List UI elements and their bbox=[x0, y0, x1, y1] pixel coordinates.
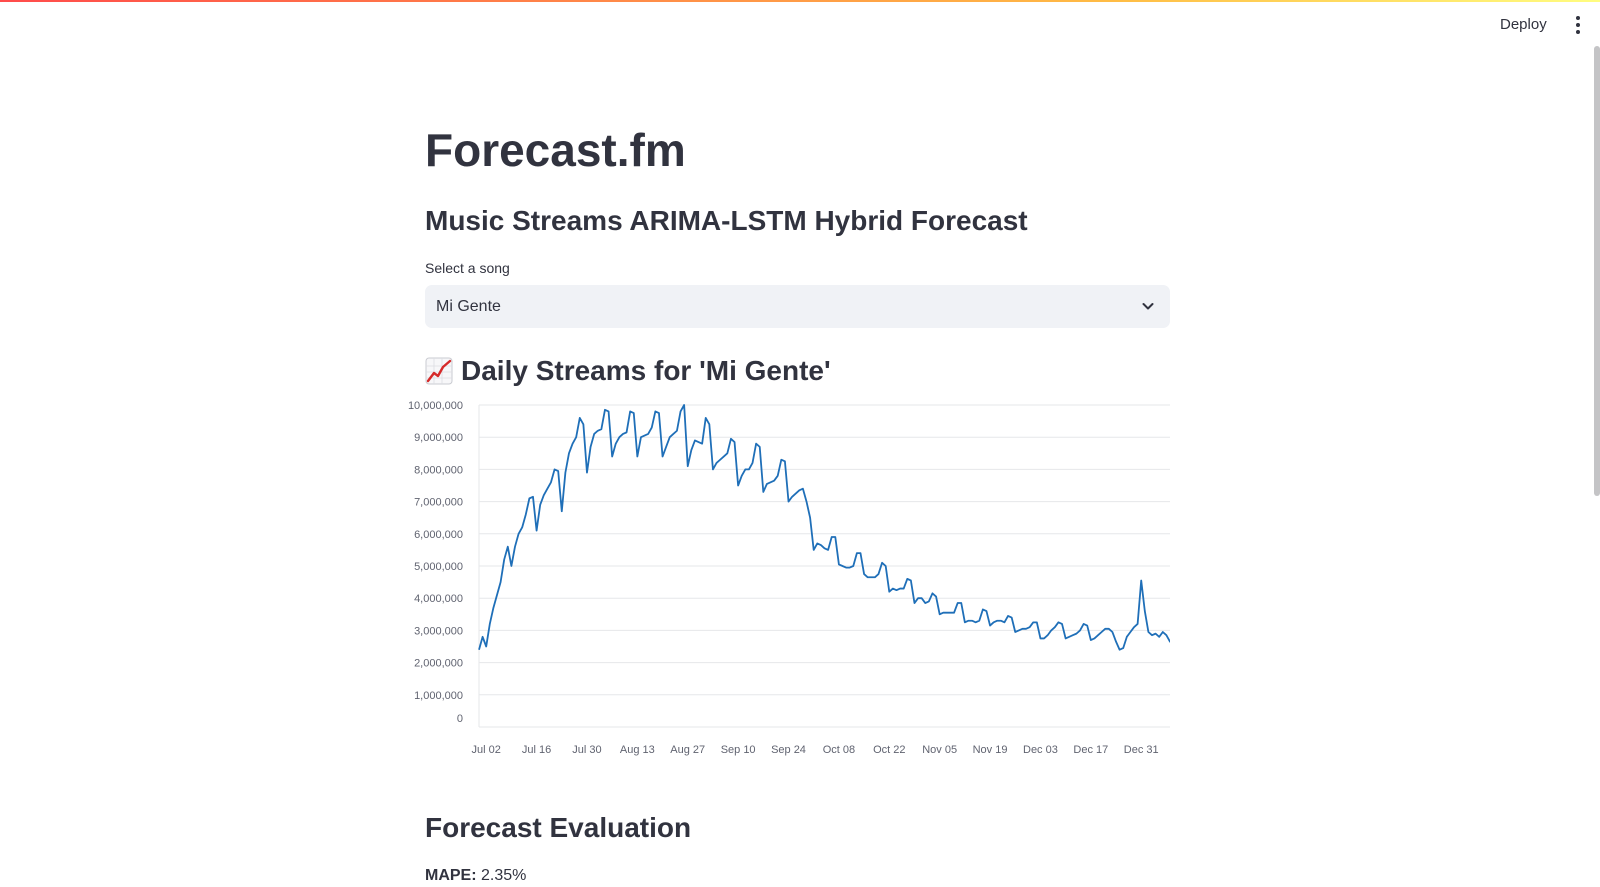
chart-heading: Daily Streams for 'Mi Gente' bbox=[425, 352, 831, 390]
song-select-label: Select a song bbox=[425, 260, 510, 276]
x-tick-label: Dec 17 bbox=[1073, 744, 1108, 756]
song-select-value: Mi Gente bbox=[436, 298, 501, 315]
chart-increasing-icon bbox=[425, 357, 453, 385]
page-subtitle: Music Streams ARIMA-LSTM Hybrid Forecast bbox=[425, 205, 1028, 236]
y-tick-label: 4,000,000 bbox=[414, 593, 463, 605]
deploy-button[interactable]: Deploy bbox=[1500, 16, 1547, 33]
streams-series-line bbox=[478, 404, 1170, 651]
x-tick-label: Jul 30 bbox=[572, 744, 601, 756]
y-tick-label: 9,000,000 bbox=[414, 432, 463, 444]
y-tick-label: 8,000,000 bbox=[414, 464, 463, 476]
x-tick-label: Nov 19 bbox=[973, 744, 1008, 756]
vertical-ellipsis-icon-dot bbox=[1576, 30, 1580, 34]
mape-value: 2.35% bbox=[481, 867, 527, 884]
evaluation-heading: Forecast Evaluation bbox=[425, 812, 692, 843]
chart-title-text: Daily Streams for 'Mi Gente' bbox=[461, 355, 831, 386]
mape-metric: MAPE: 2.35% bbox=[425, 865, 526, 887]
page-title: Forecast.fm bbox=[425, 124, 686, 176]
x-tick-label: Sep 24 bbox=[771, 744, 806, 756]
x-tick-label: Dec 31 bbox=[1124, 744, 1159, 756]
y-tick-label: 5,000,000 bbox=[414, 561, 463, 573]
y-tick-label: 0 bbox=[457, 713, 463, 725]
page-scrollbar[interactable] bbox=[1594, 46, 1600, 496]
x-tick-label: Oct 22 bbox=[873, 744, 905, 756]
x-tick-label: Aug 27 bbox=[670, 744, 705, 756]
vertical-ellipsis-icon bbox=[1576, 16, 1580, 20]
x-tick-label: Jul 02 bbox=[472, 744, 501, 756]
main-menu-button[interactable] bbox=[1566, 12, 1590, 38]
y-tick-label: 3,000,000 bbox=[414, 625, 463, 637]
y-tick-label: 2,000,000 bbox=[414, 658, 463, 670]
y-tick-label: 6,000,000 bbox=[414, 529, 463, 541]
x-tick-label: Sep 10 bbox=[721, 744, 756, 756]
top-decoration-bar bbox=[0, 0, 1600, 2]
x-tick-label: Aug 13 bbox=[620, 744, 655, 756]
y-tick-label: 10,000,000 bbox=[408, 400, 463, 412]
song-select[interactable]: Mi Gente bbox=[425, 285, 1170, 328]
vertical-ellipsis-icon-dot bbox=[1576, 23, 1580, 27]
daily-streams-chart[interactable]: 0 1,000,000 2,000,000 3,000,000 4,000,000 5,0… bbox=[403, 395, 1170, 770]
y-tick-label: 7,000,000 bbox=[414, 497, 463, 509]
x-tick-label: Nov 05 bbox=[922, 744, 957, 756]
chevron-down-icon bbox=[1142, 303, 1154, 310]
line-chart[interactable]: 0 1,000,000 2,000,000 3,000,000 4,000,000 5,0… bbox=[403, 395, 1170, 770]
app-header: Deploy bbox=[0, 0, 1600, 50]
x-tick-label: Jul 16 bbox=[522, 744, 551, 756]
x-tick-label: Oct 08 bbox=[823, 744, 855, 756]
mape-label: MAPE: bbox=[425, 867, 477, 884]
x-tick-label: Dec 03 bbox=[1023, 744, 1058, 756]
y-tick-label: 1,000,000 bbox=[414, 690, 463, 702]
